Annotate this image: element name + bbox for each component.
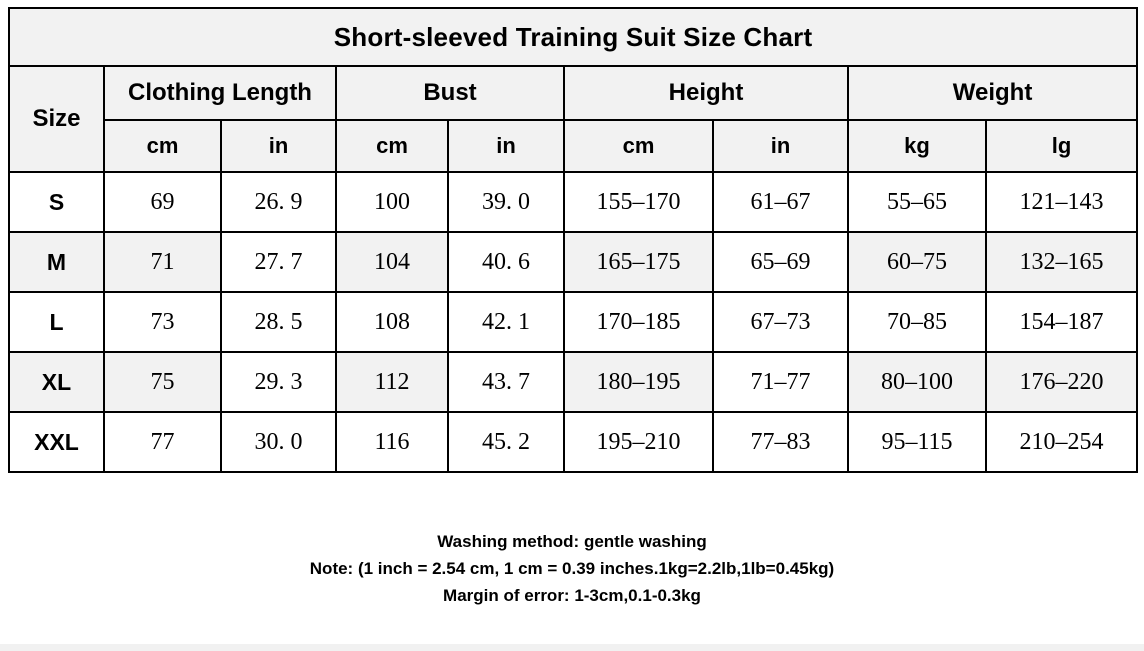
value-cell: 40. 6 <box>447 231 565 293</box>
value-cell: 165–175 <box>563 231 714 293</box>
unit-header: kg <box>847 119 987 173</box>
group-header-row: Size Clothing Length Bust Height Weight <box>8 65 1139 173</box>
group-header-bust: Bust <box>335 65 565 121</box>
size-chart-table: Short-sleeved Training Suit Size Chart S… <box>7 7 1139 473</box>
value-cell: 210–254 <box>984 411 1139 473</box>
value-cell: 71–77 <box>712 351 849 413</box>
value-cell: 195–210 <box>563 411 714 473</box>
value-cell: 73 <box>103 291 222 353</box>
value-cell: 43. 7 <box>447 351 565 413</box>
group-header-height: Height <box>563 65 849 121</box>
value-cell: 154–187 <box>984 291 1139 353</box>
table-row: L 73 28. 5 108 42. 1 170–185 67–73 70–85 154–187 <box>8 291 1139 353</box>
value-cell: 77–83 <box>712 411 849 473</box>
unit-header: in <box>712 119 849 173</box>
note-washing: Washing method: gentle washing <box>437 532 707 551</box>
value-cell: 104 <box>335 231 449 293</box>
table-row: XL 75 29. 3 112 43. 7 180–195 71–77 80–100 176–2… <box>8 351 1139 413</box>
page-title: Short-sleeved Training Suit Size Chart <box>7 7 1139 67</box>
note-margin: Margin of error: 1-3cm,0.1-0.3kg <box>443 586 701 605</box>
value-cell: 176–220 <box>984 351 1139 413</box>
size-cell: M <box>8 231 105 293</box>
unit-header: in <box>447 119 565 173</box>
group-header-weight: Weight <box>846 65 1139 121</box>
value-cell: 60–75 <box>847 231 987 293</box>
unit-header: lg <box>984 119 1139 173</box>
value-cell: 112 <box>335 351 449 413</box>
bottom-strip <box>0 644 1144 651</box>
value-cell: 42. 1 <box>447 291 565 353</box>
note-conversion: Note: (1 inch = 2.54 cm, 1 cm = 0.39 inc… <box>309 559 835 578</box>
table-row: S 69 26. 9 100 39. 0 155–170 61–67 55–65 121–143 <box>8 171 1139 233</box>
value-cell: 108 <box>335 291 449 353</box>
value-cell: 75 <box>103 351 222 413</box>
group-header-clothing-length: Clothing Length <box>103 65 337 121</box>
value-cell: 70–85 <box>847 291 987 353</box>
size-cell: XXL <box>8 411 105 473</box>
value-cell: 39. 0 <box>447 171 565 233</box>
value-cell: 29. 3 <box>220 351 337 413</box>
value-cell: 155–170 <box>563 171 714 233</box>
size-cell: L <box>8 291 105 353</box>
size-cell: XL <box>8 351 105 413</box>
size-cell: S <box>8 171 105 233</box>
value-cell: 80–100 <box>847 351 987 413</box>
unit-header: cm <box>563 119 714 173</box>
value-cell: 121–143 <box>984 171 1139 233</box>
value-cell: 30. 0 <box>220 411 337 473</box>
table-row: M 71 27. 7 104 40. 6 165–175 65–69 60–75 132–165 <box>8 231 1139 293</box>
value-cell: 61–67 <box>712 171 849 233</box>
unit-header: in <box>220 119 337 173</box>
value-cell: 67–73 <box>712 291 849 353</box>
value-cell: 180–195 <box>563 351 714 413</box>
value-cell: 55–65 <box>847 171 987 233</box>
value-cell: 71 <box>103 231 222 293</box>
unit-header: cm <box>103 119 222 173</box>
value-cell: 132–165 <box>984 231 1139 293</box>
value-cell: 69 <box>103 171 222 233</box>
value-cell: 27. 7 <box>220 231 337 293</box>
value-cell: 28. 5 <box>220 291 337 353</box>
unit-header: cm <box>335 119 449 173</box>
value-cell: 116 <box>335 411 449 473</box>
table-row: XXL 77 30. 0 116 45. 2 195–210 77–83 95–115 210–… <box>8 411 1139 473</box>
size-column-header: Size <box>8 65 105 173</box>
value-cell: 26. 9 <box>220 171 337 233</box>
value-cell: 100 <box>335 171 449 233</box>
footer-notes: Washing method: gentle washing Note: (1 … <box>0 528 1144 609</box>
value-cell: 45. 2 <box>447 411 565 473</box>
unit-header-row: cm in cm in cm in kg lg <box>9 119 1139 173</box>
value-cell: 65–69 <box>712 231 849 293</box>
value-cell: 170–185 <box>563 291 714 353</box>
value-cell: 77 <box>103 411 222 473</box>
value-cell: 95–115 <box>847 411 987 473</box>
title-row: Short-sleeved Training Suit Size Chart <box>7 7 1139 67</box>
